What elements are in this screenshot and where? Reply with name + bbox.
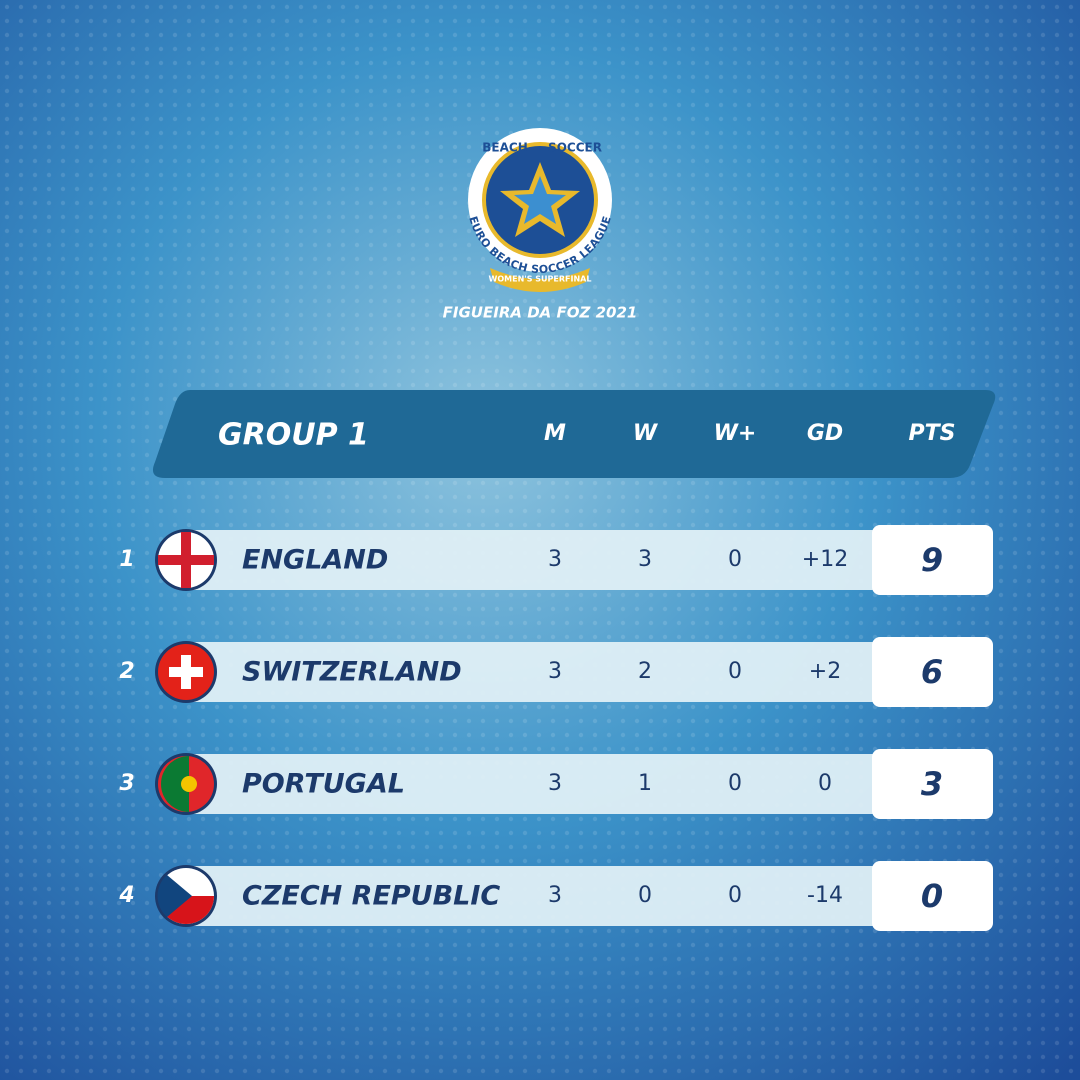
logo-text: SOCCER	[548, 141, 602, 155]
column-header: W+	[714, 421, 757, 446]
flag-cross	[158, 555, 214, 565]
points: 6	[921, 653, 943, 691]
flag	[158, 756, 214, 812]
row-bar	[185, 642, 885, 702]
flag-green	[161, 756, 189, 812]
points: 3	[921, 765, 943, 803]
column-header: M	[544, 421, 566, 446]
stat-cell: 0	[728, 883, 742, 908]
stat-cell: -14	[807, 883, 843, 908]
stat-cell: 3	[548, 883, 562, 908]
table-header: GROUP 1 M W W+ GD PTS	[152, 390, 996, 478]
points: 0	[921, 877, 943, 915]
team-name: PORTUGAL	[242, 769, 405, 800]
logo-star-inner	[514, 176, 566, 224]
column-header: GD	[807, 421, 843, 446]
table-row: 2 SWITZERLAND 3 2 0 +2 6	[119, 637, 993, 707]
stat-cell: 0	[728, 659, 742, 684]
logo-text: WOMEN'S SUPERFINAL	[489, 275, 592, 284]
stat-cell: +2	[809, 659, 841, 684]
rank: 1	[119, 547, 134, 572]
column-header: W	[633, 421, 659, 446]
flag-cross	[169, 667, 203, 677]
row-bar	[185, 530, 885, 590]
stat-cell: 2	[638, 659, 652, 684]
stat-cell: 3	[548, 547, 562, 572]
stat-cell: 1	[638, 771, 652, 796]
stat-cell: 0	[638, 883, 652, 908]
stat-cell: 3	[638, 547, 652, 572]
stat-cell: 0	[728, 771, 742, 796]
rank: 3	[119, 771, 134, 796]
stat-cell: 0	[728, 547, 742, 572]
table-row: 4 CZECH REPUBLIC 3 0 0 -14 0	[118, 861, 993, 931]
flag	[158, 644, 214, 700]
column-header: PTS	[909, 421, 956, 446]
header-bar	[152, 390, 996, 478]
row-bar	[185, 866, 885, 926]
points-box	[872, 637, 993, 707]
table-row: 3 PORTUGAL 3 1 0 0 3	[119, 749, 993, 819]
logo-text: BEACH	[482, 141, 527, 155]
table-row: 1 ENGLAND 3 3 0 +12 9	[119, 525, 993, 595]
group-title: GROUP 1	[218, 418, 369, 453]
stat-cell: 3	[548, 659, 562, 684]
flag	[158, 532, 214, 588]
rank: 2	[119, 659, 134, 684]
stat-cell: 0	[818, 771, 832, 796]
points-box	[872, 749, 993, 819]
team-name: ENGLAND	[242, 545, 388, 576]
row-bar	[185, 754, 885, 814]
logo-ribbon	[490, 268, 590, 292]
event-title: FIGUEIRA DA FOZ 2021	[443, 304, 638, 322]
stat-cell: 3	[548, 771, 562, 796]
points-box	[872, 525, 993, 595]
points-box	[872, 861, 993, 931]
flag	[157, 868, 214, 924]
points: 9	[921, 541, 943, 579]
team-name: SWITZERLAND	[242, 657, 462, 688]
stat-cell: +12	[802, 547, 848, 572]
flag-blue	[157, 875, 192, 917]
team-name: CZECH REPUBLIC	[242, 881, 500, 912]
table-rows: 1 ENGLAND 3 3 0 +12 9 2 SWITZERLAND 3 2 0 +2 6 3 PORTUG…	[118, 525, 993, 931]
rank: 4	[118, 883, 134, 908]
flag-emblem	[181, 776, 197, 792]
